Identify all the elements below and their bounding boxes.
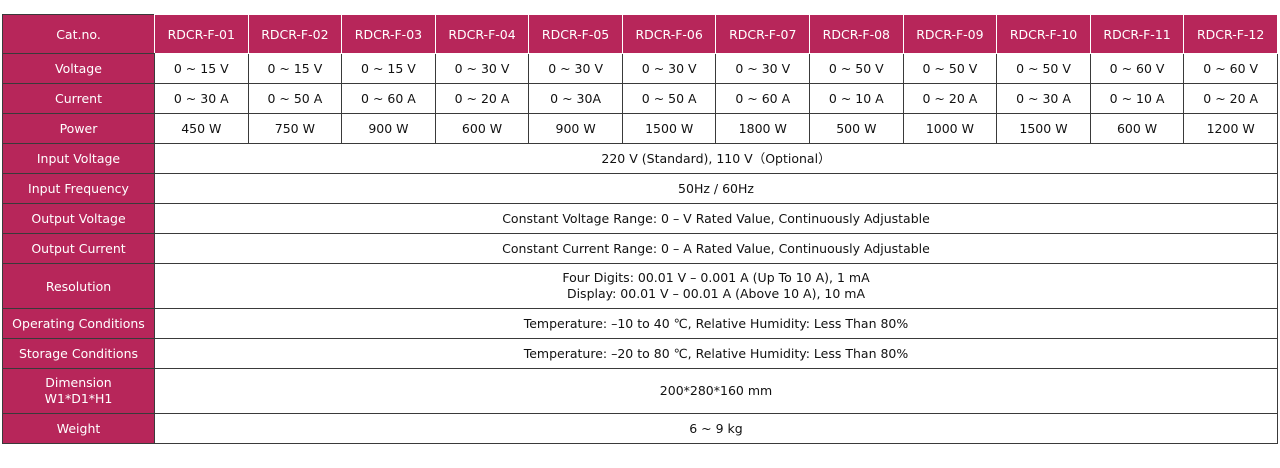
- spec-row: Dimension W1*D1*H1 200*280*160 mm: [2, 368, 1278, 414]
- spec-cell: 600 W: [434, 113, 530, 144]
- spec-row: Input Voltage 220 V (Standard), 110 V（Opt…: [2, 143, 1278, 174]
- spec-cell: 0 ~ 20 A: [434, 83, 530, 114]
- spec-row: Input Frequency 50Hz / 60Hz: [2, 173, 1278, 204]
- spec-cell: 1000 W: [902, 113, 998, 144]
- spec-row: Resolution Four Digits: 00.01 V – 0.001 A…: [2, 263, 1278, 309]
- spec-cell: 0 ~ 30 V: [528, 53, 623, 84]
- shared-spec-cell: Temperature: –20 to 80 ℃, Relative Humid…: [154, 338, 1278, 369]
- spec-cell: 0 ~ 15 V: [341, 53, 436, 84]
- spec-cell: 1500 W: [996, 113, 1091, 144]
- row-label: Input Voltage: [2, 143, 155, 174]
- header-label: Cat.no.: [2, 14, 155, 54]
- spec-cell: 600 W: [1089, 113, 1185, 144]
- model-header: RDCR-F-11: [1089, 14, 1185, 54]
- row-label: Power: [2, 113, 155, 144]
- shared-spec-cell: Constant Voltage Range: 0 – V Rated Valu…: [154, 203, 1278, 234]
- row-label: Current: [2, 83, 155, 114]
- spec-row: Output Current Constant Current Range: 0 …: [2, 233, 1278, 264]
- model-header: RDCR-F-05: [528, 14, 623, 54]
- spec-row: Storage Conditions Temperature: –20 to 80…: [2, 338, 1278, 369]
- spec-cell: 0 ~ 60 V: [1089, 53, 1185, 84]
- row-label: Resolution: [2, 263, 155, 309]
- spec-cell: 0 ~ 10 A: [1089, 83, 1185, 114]
- spec-row: Operating Conditions Temperature: –10 to …: [2, 308, 1278, 339]
- spec-cell: 0 ~ 60 V: [1183, 53, 1278, 84]
- shared-spec-cell: Temperature: –10 to 40 ℃, Relative Humid…: [154, 308, 1278, 339]
- spec-text-line: Temperature: –10 to 40 ℃, Relative Humid…: [523, 315, 909, 331]
- spec-cell: 0 ~ 50 A: [247, 83, 343, 114]
- spec-cell: 0 ~ 50 V: [996, 53, 1091, 84]
- row-label: Weight: [2, 413, 155, 444]
- spec-row: Weight 6 ~ 9 kg: [2, 413, 1278, 444]
- spec-cell: 0 ~ 60 A: [341, 83, 436, 114]
- spec-cell: 500 W: [809, 113, 904, 144]
- spec-cell: 750 W: [247, 113, 343, 144]
- spec-cell: 0 ~ 15 V: [247, 53, 343, 84]
- row-label: Operating Conditions: [2, 308, 155, 339]
- model-header: RDCR-F-04: [434, 14, 530, 54]
- model-header: RDCR-F-07: [715, 14, 811, 54]
- row-label-line: W1*D1*H1: [44, 391, 113, 406]
- spec-cell: 0 ~ 30 A: [154, 83, 249, 114]
- spec-table-body: Cat.no. RDCR-F-01 RDCR-F-02 RDCR-F-03 RD…: [2, 14, 1278, 444]
- spec-text-line: Four Digits: 00.01 V – 0.001 A (Up To 10…: [562, 270, 870, 285]
- row-label: Voltage: [2, 53, 155, 84]
- row-label: Output Current: [2, 233, 155, 264]
- spec-cell: 0 ~ 20 A: [902, 83, 998, 114]
- spec-cell: 0 ~ 15 V: [154, 53, 249, 84]
- spec-text-line: Constant Current Range: 0 – A Rated Valu…: [502, 240, 930, 256]
- spec-cell: 0 ~ 30 V: [621, 53, 717, 84]
- spec-cell: 450 W: [154, 113, 249, 144]
- model-header: RDCR-F-12: [1183, 14, 1278, 54]
- spec-row: Power 450 W 750 W 900 W 600 W 900 W 1500 W 1800…: [2, 113, 1278, 144]
- model-header: RDCR-F-01: [154, 14, 249, 54]
- spec-cell: 1500 W: [621, 113, 717, 144]
- spec-cell: 0 ~ 50 A: [621, 83, 717, 114]
- spec-cell: 0 ~ 20 A: [1183, 83, 1278, 114]
- row-label-line: Dimension: [45, 375, 112, 390]
- shared-spec-cell: 200*280*160 mm: [154, 368, 1278, 414]
- row-label: Storage Conditions: [2, 338, 155, 369]
- spec-table: Cat.no. RDCR-F-01 RDCR-F-02 RDCR-F-03 RD…: [2, 14, 1278, 444]
- shared-spec-cell: 220 V (Standard), 110 V（Optional）: [154, 143, 1278, 174]
- spec-cell: 0 ~ 30A: [528, 83, 623, 114]
- model-header: RDCR-F-02: [247, 14, 343, 54]
- shared-spec-cell: 6 ~ 9 kg: [154, 413, 1278, 444]
- spec-text-line: 200*280*160 mm: [659, 383, 773, 398]
- spec-cell: 0 ~ 60 A: [715, 83, 811, 114]
- spec-text-line: Display: 00.01 V – 00.01 A (Above 10 A),…: [566, 286, 866, 301]
- model-header: RDCR-F-10: [996, 14, 1091, 54]
- model-header: RDCR-F-08: [809, 14, 904, 54]
- spec-cell: 0 ~ 50 V: [809, 53, 904, 84]
- spec-text-line: Temperature: –20 to 80 ℃, Relative Humid…: [523, 345, 909, 361]
- spec-text-line: 6 ~ 9 kg: [689, 420, 743, 436]
- spec-cell: 1200 W: [1183, 113, 1278, 144]
- spec-cell: 900 W: [528, 113, 623, 144]
- row-label: Dimension W1*D1*H1: [2, 368, 155, 414]
- shared-spec-cell: Constant Current Range: 0 – A Rated Valu…: [154, 233, 1278, 264]
- spec-cell: 0 ~ 10 A: [809, 83, 904, 114]
- spec-text-line: Constant Voltage Range: 0 – V Rated Valu…: [502, 210, 930, 226]
- shared-spec-cell: 50Hz / 60Hz: [154, 173, 1278, 204]
- model-header: RDCR-F-06: [621, 14, 717, 54]
- spec-cell: 900 W: [341, 113, 436, 144]
- spec-cell: 0 ~ 30 V: [434, 53, 530, 84]
- spec-cell: 1800 W: [715, 113, 811, 144]
- spec-cell: 0 ~ 50 V: [902, 53, 998, 84]
- row-label: Output Voltage: [2, 203, 155, 234]
- model-header: RDCR-F-09: [902, 14, 998, 54]
- spec-cell: 0 ~ 30 V: [715, 53, 811, 84]
- spec-text-line: 50Hz / 60Hz: [678, 180, 754, 196]
- spec-cell: 0 ~ 30 A: [996, 83, 1091, 114]
- header-row: Cat.no. RDCR-F-01 RDCR-F-02 RDCR-F-03 RD…: [2, 14, 1278, 54]
- spec-row: Output Voltage Constant Voltage Range: 0 …: [2, 203, 1278, 234]
- row-label: Input Frequency: [2, 173, 155, 204]
- shared-spec-cell: Four Digits: 00.01 V – 0.001 A (Up To 10…: [154, 263, 1278, 309]
- spec-text-line: 220 V (Standard), 110 V（Optional）: [601, 150, 831, 166]
- model-header: RDCR-F-03: [341, 14, 436, 54]
